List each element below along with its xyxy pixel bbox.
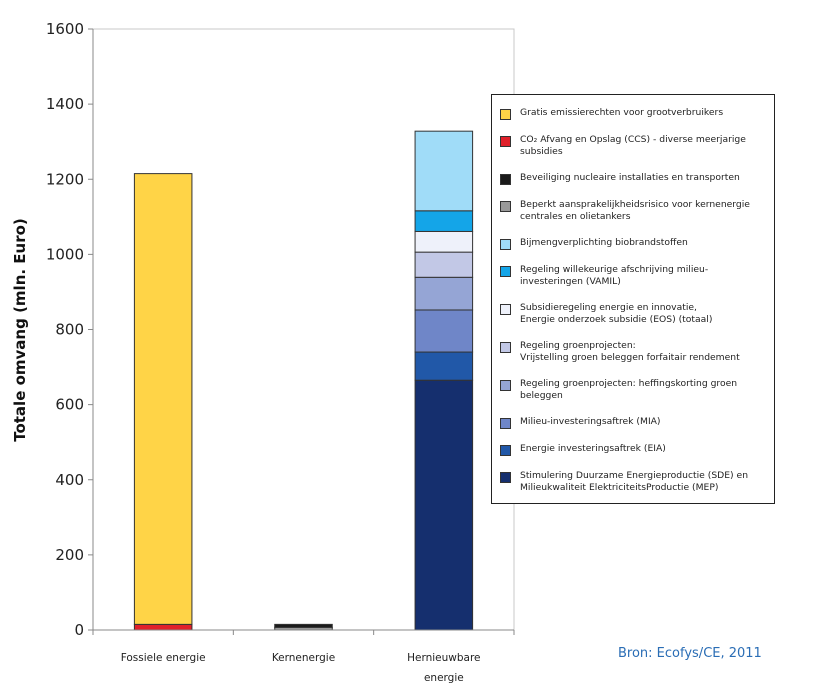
bar-segment [414, 130, 474, 212]
legend-swatch [500, 239, 511, 250]
legend-label: Milieu-investeringsaftrek (MIA) [520, 416, 661, 427]
x-axis: Fossiele energie Kernenergie Hernieuwbare e… [92, 629, 515, 684]
source-note: Bron: Ecofys/CE, 2011 [618, 646, 762, 661]
bar-segment [414, 379, 474, 631]
x-category-label: Hernieuwbare energie [407, 652, 480, 684]
bar-segment [414, 210, 474, 232]
legend-swatch [500, 472, 511, 483]
legend: Gratis emissierechten voor grootverbruik… [491, 94, 775, 504]
y-tick-label: 1200 [46, 170, 84, 188]
legend-item: CO₂ Afvang en Opslag (CCS) - diverse mee… [500, 134, 768, 158]
legend-label: Regeling groenprojecten: heffingskorting… [520, 378, 738, 401]
bar-segment [274, 623, 333, 628]
legend-swatch [500, 418, 511, 429]
legend-swatch [500, 380, 511, 391]
y-tick-label: 800 [55, 321, 84, 339]
bar-segment [414, 276, 474, 311]
y-tick-label: 1400 [46, 95, 84, 113]
legend-item: Subsidieregeling energie en innovatie, E… [500, 302, 768, 326]
legend-swatch [500, 136, 511, 147]
legend-label: Energie investeringsaftrek (EIA) [520, 443, 666, 454]
y-tick-label: 200 [55, 546, 84, 564]
legend-item: Beperkt aansprakelijkheidsrisico voor ke… [500, 199, 768, 223]
legend-label: Beveiliging nucleaire installaties en tr… [520, 172, 740, 183]
y-tick-label: 1600 [46, 20, 84, 38]
legend-item: Gratis emissierechten voor grootverbruik… [500, 107, 768, 120]
legend-label: Gratis emissierechten voor grootverbruik… [520, 107, 724, 118]
y-tick-label: 0 [74, 621, 84, 639]
legend-swatch [500, 445, 511, 456]
x-category-label: Fossiele energie [121, 652, 206, 664]
legend-item: Regeling groenprojecten: Vrijstelling gr… [500, 340, 768, 364]
legend-item: Beveiliging nucleaire installaties en tr… [500, 172, 768, 185]
bar-segment [414, 309, 474, 353]
bar-segment [133, 623, 193, 631]
legend-label: Stimulering Duurzame Energieproductie (S… [520, 470, 749, 493]
legend-label: CO₂ Afvang en Opslag (CCS) - diverse mee… [520, 134, 746, 157]
legend-item: Bijmengverplichting biobrandstoffen [500, 237, 768, 250]
legend-label: Beperkt aansprakelijkheidsrisico voor ke… [520, 199, 750, 222]
legend-label: Regeling willekeurige afschrijving milie… [520, 264, 709, 287]
bars [133, 130, 474, 631]
legend-item: Regeling groenprojecten: heffingskorting… [500, 378, 768, 402]
x-category-label: Kernenergie [272, 652, 335, 664]
bar-segment [133, 173, 193, 625]
legend-item: Energie investeringsaftrek (EIA) [500, 443, 768, 456]
legend-label: Subsidieregeling energie en innovatie, E… [520, 302, 713, 325]
legend-swatch [500, 304, 511, 315]
bar-segment [414, 351, 474, 381]
legend-item: Stimulering Duurzame Energieproductie (S… [500, 470, 768, 494]
y-axis-label: Totale omvang (mln. Euro) [11, 218, 29, 442]
legend-swatch [500, 109, 511, 120]
legend-label: Bijmengverplichting biobrandstoffen [520, 237, 688, 248]
legend-swatch [500, 201, 511, 212]
y-tick-label: 400 [55, 471, 84, 489]
legend-swatch [500, 174, 511, 185]
legend-item: Regeling willekeurige afschrijving milie… [500, 264, 768, 288]
legend-label: Regeling groenprojecten: Vrijstelling gr… [520, 340, 740, 363]
bar-segment [414, 230, 474, 253]
y-tick-label: 1000 [46, 245, 84, 263]
y-tick-label: 600 [55, 396, 84, 414]
legend-swatch [500, 342, 511, 353]
legend-swatch [500, 266, 511, 277]
legend-item: Milieu-investeringsaftrek (MIA) [500, 416, 768, 429]
bar-segment [414, 251, 474, 278]
y-axis: 0 200 400 600 800 1000 1200 1400 1600 [46, 20, 94, 639]
